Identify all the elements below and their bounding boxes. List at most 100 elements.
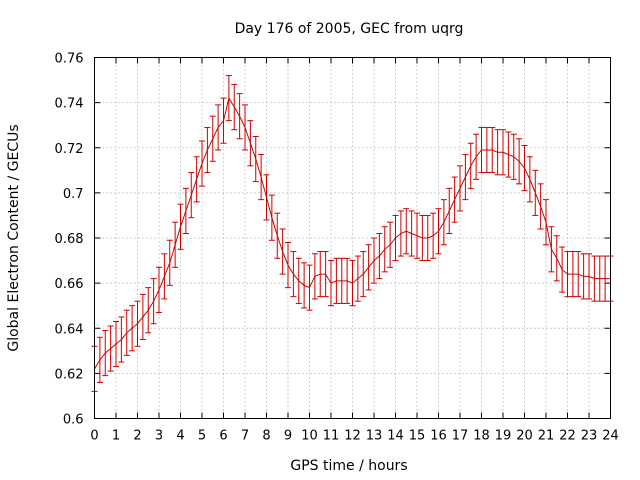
- x-tick-label: 24: [602, 429, 619, 444]
- error-bar: [129, 305, 136, 352]
- error-bar: [188, 172, 195, 219]
- chart-title: Day 176 of 2005, GEC from uqrg: [235, 21, 464, 37]
- error-bar: [414, 212, 420, 259]
- error-bar: [209, 115, 216, 162]
- error-bar: [311, 253, 318, 300]
- error-bar: [102, 330, 109, 377]
- error-bar: [107, 325, 114, 372]
- error-bar: [317, 251, 324, 298]
- error-bar: [435, 208, 442, 255]
- error-bar: [451, 176, 458, 223]
- error-bar: [392, 214, 399, 262]
- error-bar: [526, 156, 533, 203]
- error-bar: [295, 257, 302, 304]
- x-axis-title: GPS time / hours: [290, 458, 407, 474]
- error-bar: [462, 154, 469, 201]
- error-bar: [602, 255, 609, 302]
- error-bar: [96, 336, 103, 383]
- error-bar: [290, 251, 297, 298]
- error-bar: [580, 253, 587, 300]
- error-bar: [172, 221, 179, 268]
- x-tick-label: 2: [133, 429, 141, 444]
- error-bar: [505, 131, 512, 178]
- error-bar: [354, 255, 361, 302]
- error-bar: [521, 144, 528, 192]
- error-bar: [569, 251, 576, 298]
- error-bar: [419, 214, 426, 262]
- error-bar: [559, 246, 566, 293]
- error-bar: [274, 212, 281, 259]
- error-bar: [150, 278, 157, 325]
- error-bar: [360, 251, 367, 298]
- error-bar: [397, 210, 404, 257]
- x-tick-label: 1: [112, 429, 120, 444]
- y-tick-label: 0.66: [55, 277, 84, 292]
- error-bar: [166, 239, 173, 286]
- error-bar: [322, 251, 329, 298]
- error-bar: [263, 174, 270, 221]
- error-bar: [328, 260, 334, 307]
- x-tick-label: 23: [581, 429, 598, 444]
- x-tick-label: 8: [262, 429, 270, 444]
- error-bar: [537, 183, 544, 230]
- plot-frame: [94, 57, 611, 419]
- error-bar: [349, 260, 356, 307]
- error-bar: [177, 203, 184, 250]
- x-tick-label: 20: [516, 429, 533, 444]
- error-bar: [473, 133, 480, 180]
- x-tick-label: 5: [198, 429, 206, 444]
- axes: 0 1 2 3 4 5 6 7 8 9 10 11 12 13 14 15 16 17 18 19 20 21 22 23 24…: [55, 52, 619, 444]
- x-tick-label: 15: [409, 429, 426, 444]
- error-bar: [548, 226, 555, 273]
- x-tick-label: 10: [301, 429, 318, 444]
- error-bar: [344, 257, 351, 304]
- y-tick-label: 0.6: [63, 413, 84, 428]
- error-bar: [408, 210, 415, 257]
- error-bar: [204, 126, 211, 174]
- x-tick-label: 13: [366, 429, 383, 444]
- error-bar: [220, 97, 227, 144]
- error-bar: [338, 257, 345, 304]
- error-bar: [387, 221, 394, 268]
- data-series: [91, 75, 614, 392]
- error-bar: [279, 228, 286, 275]
- y-axis-title: Global Electron Content / GECUs: [6, 124, 22, 351]
- error-bar: [457, 165, 463, 212]
- error-bar: [403, 208, 410, 255]
- error-bar: [113, 320, 119, 368]
- error-bar: [134, 300, 141, 347]
- error-bar: [564, 251, 571, 298]
- error-bar: [215, 104, 222, 151]
- error-bar: [500, 129, 506, 176]
- error-bar: [242, 104, 248, 151]
- error-bar: [182, 187, 189, 234]
- error-bar: [199, 140, 205, 187]
- error-bar: [365, 244, 372, 291]
- error-bar: [553, 235, 560, 282]
- x-tick-label: 16: [430, 429, 447, 444]
- y-tick-label: 0.72: [55, 142, 84, 157]
- x-tick-label: 19: [495, 429, 512, 444]
- error-bar: [478, 126, 485, 174]
- error-bar: [591, 255, 598, 302]
- y-tick-label: 0.64: [55, 322, 84, 337]
- error-bar: [424, 214, 431, 262]
- x-tick-label: 14: [387, 429, 404, 444]
- error-bar: [440, 199, 447, 246]
- error-bar: [252, 135, 259, 183]
- error-bar: [376, 232, 383, 280]
- error-bar: [575, 251, 582, 298]
- error-bar: [258, 154, 265, 201]
- error-bar: [467, 142, 474, 189]
- error-bar: [596, 255, 603, 302]
- error-bar: [489, 126, 496, 174]
- error-bar: [231, 84, 238, 131]
- x-tick-label: 11: [323, 429, 340, 444]
- error-bar: [247, 120, 254, 167]
- error-bar: [268, 194, 275, 241]
- x-tick-label: 12: [344, 429, 361, 444]
- error-bar: [532, 169, 539, 216]
- x-tick-label: 6: [219, 429, 227, 444]
- error-bar: [123, 309, 130, 356]
- error-bar: [193, 156, 200, 203]
